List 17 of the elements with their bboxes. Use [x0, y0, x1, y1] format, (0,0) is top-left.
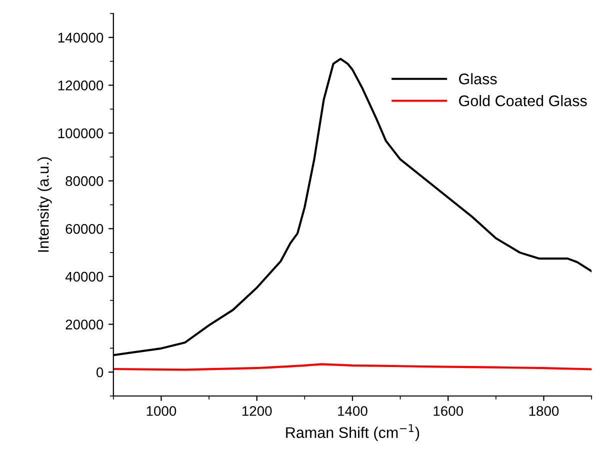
- x-tick-label: 1800: [529, 406, 559, 416]
- y-tick-label: 20000: [66, 320, 104, 330]
- y-tick-label: 80000: [66, 176, 104, 186]
- y-axis-title: Intensity (a.u.): [38, 157, 52, 252]
- y-tick-label: 100000: [58, 128, 104, 138]
- legend-label: Glass: [459, 73, 497, 84]
- x-tick-label: 1200: [242, 406, 272, 416]
- y-tick-label: 140000: [58, 32, 104, 43]
- x-tick-label: 1400: [338, 406, 368, 416]
- legend-label: Gold Coated Glass: [459, 95, 587, 106]
- y-tick-label: 0: [96, 367, 104, 378]
- y-tick-label: 60000: [66, 224, 104, 234]
- x-tick-label: 1600: [434, 406, 464, 416]
- y-tick-label: 120000: [58, 80, 104, 90]
- y-tick-label: 40000: [65, 272, 104, 282]
- x-tick-label: 1000: [146, 406, 176, 416]
- x-axis-title: Raman Shift (cm$^{−1}$): [286, 424, 420, 442]
